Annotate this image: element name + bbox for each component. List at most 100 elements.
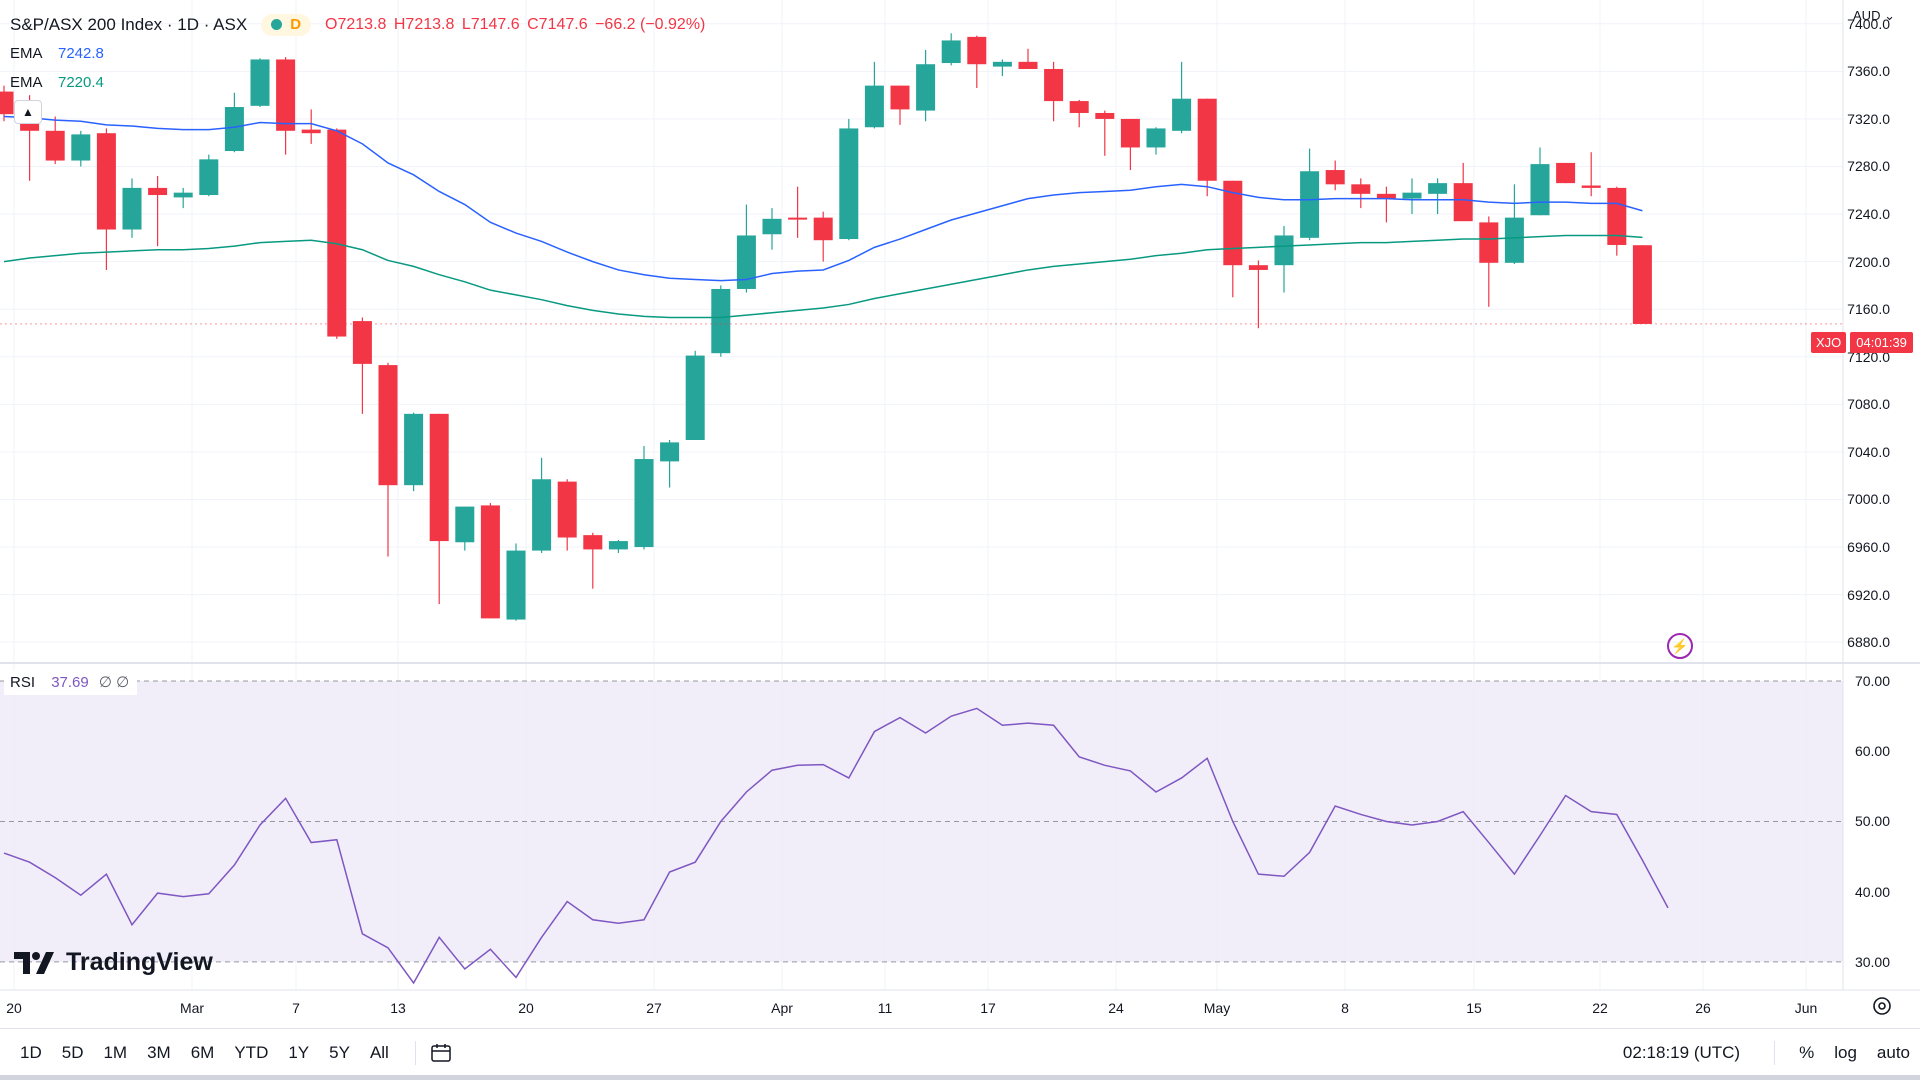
auto-toggle[interactable]: auto bbox=[1876, 1042, 1910, 1062]
bar-countdown: 04:01:39 bbox=[1850, 332, 1913, 353]
candle-body bbox=[0, 91, 14, 115]
percent-toggle[interactable]: % bbox=[1799, 1042, 1815, 1062]
price-tick-label: 7080.0 bbox=[1847, 396, 1890, 413]
candle-body bbox=[429, 413, 449, 542]
range-all[interactable]: All bbox=[369, 1042, 389, 1062]
rsi-legend[interactable]: RSI 37.69 ∅ ∅ bbox=[4, 671, 138, 695]
price-tick-label: 7000.0 bbox=[1847, 491, 1890, 508]
rsi-tick-label: 60.00 bbox=[1854, 743, 1890, 760]
candle-body bbox=[352, 321, 372, 364]
candle-body bbox=[1223, 180, 1243, 266]
range-1d[interactable]: 1D bbox=[20, 1042, 42, 1062]
price-tick-label: 7280.0 bbox=[1847, 158, 1890, 175]
ema-fast-line bbox=[3, 115, 1643, 282]
ohlc-high: H7213.8 bbox=[393, 15, 455, 33]
candle-body bbox=[1504, 217, 1524, 263]
candle-body bbox=[916, 64, 936, 111]
toolbar-divider bbox=[1774, 1040, 1776, 1065]
candle-body bbox=[1095, 112, 1115, 119]
candle-body bbox=[71, 134, 91, 161]
date-tick-label: 17 bbox=[980, 1000, 996, 1016]
candle-body bbox=[1146, 128, 1166, 148]
log-toggle[interactable]: log bbox=[1834, 1042, 1857, 1062]
candle-body bbox=[1325, 170, 1345, 185]
chart-canvas[interactable] bbox=[0, 0, 1920, 1028]
range-1y[interactable]: 1Y bbox=[288, 1042, 310, 1062]
tradingview-logo[interactable]: TradingView bbox=[14, 948, 213, 977]
ema-fast-name: EMA bbox=[10, 44, 43, 62]
candle-body bbox=[992, 61, 1012, 67]
rsi-extra: ∅ ∅ bbox=[98, 674, 130, 691]
candle-body bbox=[660, 442, 680, 462]
rsi-tick-label: 30.00 bbox=[1854, 953, 1890, 970]
date-tick-label: Apr bbox=[771, 1000, 793, 1016]
gear-icon[interactable] bbox=[1870, 994, 1894, 1018]
candle-body bbox=[276, 59, 296, 131]
date-tick-label: 24 bbox=[1108, 1000, 1124, 1016]
price-tick-label: 7320.0 bbox=[1847, 110, 1890, 127]
candle-body bbox=[813, 217, 833, 241]
date-tick-label: 11 bbox=[877, 1000, 893, 1016]
ema-slow-value: 7220.4 bbox=[58, 73, 104, 91]
symbol-title[interactable]: S&P/ASX 200 Index · 1D · ASX bbox=[10, 14, 248, 34]
candle-body bbox=[1632, 245, 1652, 324]
candle-body bbox=[224, 107, 244, 152]
candle-body bbox=[1581, 185, 1601, 188]
candle-body bbox=[864, 85, 884, 128]
date-tick-label: 15 bbox=[1466, 1000, 1482, 1016]
price-tick-label: 7400.0 bbox=[1847, 15, 1890, 32]
date-tick-label: 20 bbox=[6, 1000, 22, 1016]
candle-body bbox=[480, 505, 500, 619]
date-tick-label: 20 bbox=[518, 1000, 534, 1016]
price-tick-label: 7240.0 bbox=[1847, 206, 1890, 223]
candle-body bbox=[455, 506, 475, 543]
date-range-icon[interactable] bbox=[430, 1043, 452, 1063]
range-5d[interactable]: 5D bbox=[61, 1042, 84, 1062]
ema-slow-legend[interactable]: EMA 7220.4 bbox=[10, 68, 708, 97]
candle-body bbox=[378, 365, 398, 486]
utc-clock[interactable]: 02:18:19 (UTC) bbox=[1622, 1042, 1741, 1062]
candle-body bbox=[1172, 98, 1192, 131]
candle-body bbox=[1376, 193, 1396, 199]
date-tick-label: 13 bbox=[390, 1000, 406, 1016]
date-tick-label: Mar bbox=[179, 1000, 205, 1016]
range-ytd[interactable]: YTD bbox=[234, 1042, 269, 1062]
range-5y[interactable]: 5Y bbox=[329, 1042, 350, 1062]
candle-body bbox=[532, 479, 552, 551]
candle-body bbox=[148, 187, 168, 196]
currency-selector[interactable]: AUD ⌄ bbox=[1853, 8, 1895, 24]
date-tick-label: Jun bbox=[1794, 1000, 1818, 1016]
tradingview-logo-icon bbox=[14, 951, 54, 974]
legend-collapse-button[interactable]: ▲ bbox=[14, 100, 42, 124]
candle-body bbox=[1044, 68, 1064, 102]
candle-body bbox=[711, 288, 731, 354]
candle-body bbox=[173, 192, 193, 198]
candle-body bbox=[557, 481, 577, 538]
candle-body bbox=[301, 129, 321, 134]
candle-body bbox=[1248, 265, 1268, 270]
chart-legend: S&P/ASX 200 Index · 1D · ASX D O7213.8 H… bbox=[10, 10, 708, 97]
candle-body bbox=[839, 128, 859, 240]
rsi-tick-label: 70.00 bbox=[1854, 673, 1890, 690]
market-status-dot-icon bbox=[271, 19, 283, 30]
candle-body bbox=[327, 129, 347, 337]
price-tick-label: 6920.0 bbox=[1847, 586, 1890, 603]
window-bottom-edge bbox=[0, 1075, 1920, 1080]
candle-body bbox=[1556, 162, 1576, 184]
badge-letter: D bbox=[290, 15, 302, 33]
ema-fast-legend[interactable]: EMA 7242.8 bbox=[10, 39, 708, 68]
date-tick-label: 7 bbox=[292, 1000, 300, 1016]
range-1m[interactable]: 1M bbox=[103, 1042, 128, 1062]
range-3m[interactable]: 3M bbox=[147, 1042, 171, 1062]
chevron-up-icon: ▲ bbox=[22, 105, 34, 119]
market-status-badge[interactable]: D bbox=[261, 13, 312, 36]
candle-body bbox=[1018, 61, 1038, 69]
candle-body bbox=[762, 218, 782, 235]
ohlc-low: L7147.6 bbox=[461, 15, 520, 33]
range-6m[interactable]: 6M bbox=[190, 1042, 215, 1062]
rsi-line bbox=[3, 707, 1669, 985]
symbol-row: S&P/ASX 200 Index · 1D · ASX D O7213.8 H… bbox=[10, 10, 708, 39]
lightning-icon[interactable]: ⚡ bbox=[1667, 633, 1693, 659]
currency-label: AUD bbox=[1853, 8, 1881, 23]
